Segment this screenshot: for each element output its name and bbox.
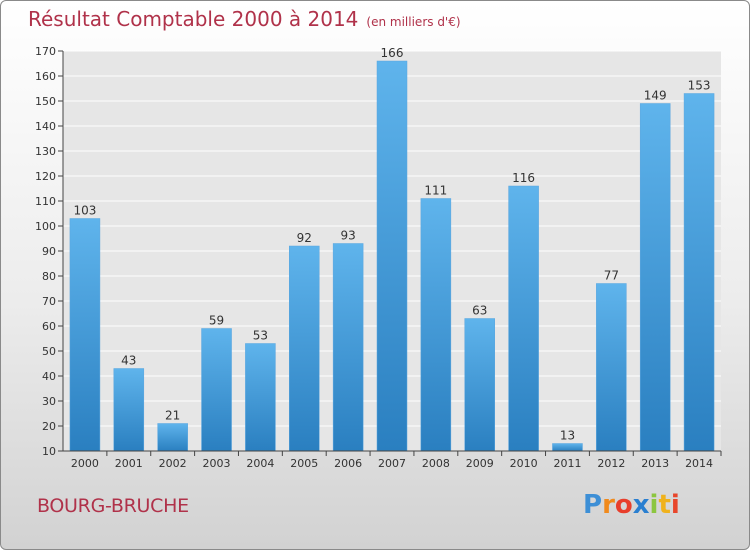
y-tick-label: 110 [35, 195, 56, 208]
bar [639, 103, 671, 452]
data-label: 63 [472, 304, 487, 318]
y-tick-label: 60 [42, 320, 56, 333]
logo-letter: o [614, 490, 633, 520]
data-label: 59 [209, 314, 224, 328]
proxiti-logo: Proxiti [583, 490, 680, 520]
bar [552, 443, 583, 452]
data-label: 166 [381, 46, 404, 60]
x-tick-label: 2008 [422, 457, 450, 470]
x-tick-label: 2002 [159, 457, 187, 470]
bar [332, 243, 364, 452]
data-label: 103 [73, 204, 96, 218]
x-tick-label: 2011 [553, 457, 581, 470]
data-label: 21 [165, 409, 180, 423]
logo-letter: x [632, 490, 650, 520]
location-name: BOURG-BRUCHE [37, 495, 189, 517]
data-label: 77 [604, 269, 619, 283]
y-tick-label: 150 [35, 95, 56, 108]
bar [157, 423, 188, 452]
y-tick-label: 10 [42, 445, 56, 458]
bar [113, 368, 145, 452]
logo-letter: P [583, 490, 603, 520]
chart-title: Résultat Comptable 2000 à 2014 (en millie… [28, 7, 461, 31]
data-label: 13 [560, 429, 575, 443]
x-tick-label: 2010 [510, 457, 538, 470]
x-tick-label: 2001 [115, 457, 143, 470]
data-label: 111 [424, 184, 447, 198]
data-label: 149 [644, 89, 667, 103]
y-tick-label: 50 [42, 345, 56, 358]
y-tick-label: 100 [35, 220, 56, 233]
chart-title-main: Résultat Comptable 2000 à 2014 [28, 7, 359, 31]
logo-letter: i [649, 490, 659, 520]
bar [683, 93, 715, 452]
chart-title-unit: (en milliers d'€) [366, 15, 461, 29]
y-tick-label: 160 [35, 70, 56, 83]
data-label: 93 [340, 229, 355, 243]
data-label: 153 [688, 79, 711, 93]
bar [508, 185, 539, 452]
x-tick-label: 2009 [466, 457, 494, 470]
data-label: 116 [512, 171, 535, 185]
y-tick-label: 90 [42, 245, 56, 258]
y-tick-label: 170 [35, 45, 56, 58]
data-label: 92 [297, 231, 312, 245]
x-tick-label: 2013 [641, 457, 669, 470]
data-label: 53 [253, 329, 268, 343]
y-tick-label: 130 [35, 145, 56, 158]
bar [289, 245, 320, 452]
y-tick-label: 30 [42, 395, 56, 408]
y-tick-label: 80 [42, 270, 56, 283]
y-tick-label: 140 [35, 120, 56, 133]
y-tick-label: 120 [35, 170, 56, 183]
bar [245, 343, 276, 452]
y-tick-label: 20 [42, 420, 56, 433]
bar [420, 198, 452, 452]
bar [376, 60, 408, 452]
x-tick-label: 2004 [246, 457, 274, 470]
x-tick-label: 2006 [334, 457, 362, 470]
bar [464, 318, 495, 452]
x-tick-label: 2000 [71, 457, 99, 470]
bar [201, 328, 232, 452]
x-tick-label: 2014 [685, 457, 713, 470]
bar [596, 283, 627, 452]
bar [69, 218, 101, 452]
x-tick-label: 2012 [597, 457, 625, 470]
logo-letter: t [658, 490, 671, 520]
x-tick-label: 2003 [203, 457, 231, 470]
logo-letter: r [602, 490, 615, 520]
logo-letter: i [670, 490, 680, 520]
data-label: 43 [121, 354, 136, 368]
x-tick-label: 2005 [290, 457, 318, 470]
x-tick-label: 2007 [378, 457, 406, 470]
y-tick-label: 70 [42, 295, 56, 308]
y-tick-label: 40 [42, 370, 56, 383]
